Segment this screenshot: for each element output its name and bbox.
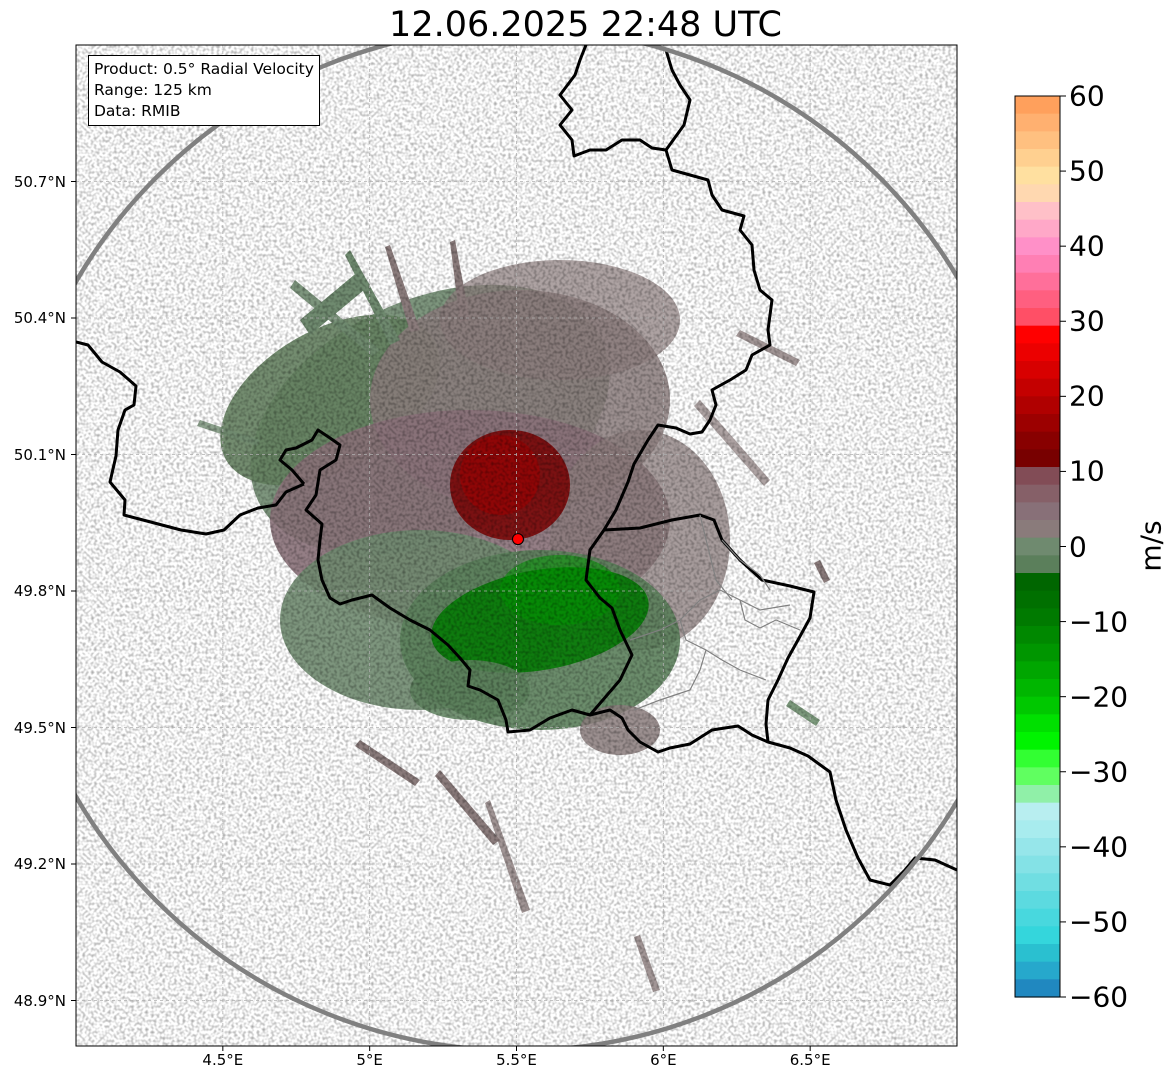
colorbar-tick-label: 20 xyxy=(1069,379,1105,413)
colorbar-segment xyxy=(1015,149,1060,168)
lat-tick-label: 49.2°N xyxy=(13,855,66,873)
colorbar-segment xyxy=(1015,449,1060,468)
colorbar-segment xyxy=(1015,131,1060,150)
colorbar-segment xyxy=(1015,608,1060,627)
colorbar-segment xyxy=(1015,520,1060,539)
colorbar-segment xyxy=(1015,573,1060,592)
colorbar-tick-marks xyxy=(1060,95,1066,998)
lat-tick-label: 49.8°N xyxy=(13,582,66,600)
colorbar-segment xyxy=(1015,502,1060,521)
map-gridlines xyxy=(76,45,957,1046)
colorbar-tick-label: 40 xyxy=(1069,229,1105,263)
info-range: Range: 125 km xyxy=(94,81,212,99)
colorbar-segment xyxy=(1015,661,1060,680)
lat-tick-label: 50.4°N xyxy=(13,309,66,327)
colorbar-tick-label: −40 xyxy=(1069,830,1129,864)
colorbar-segment xyxy=(1015,696,1060,715)
colorbar-tick-label: 50 xyxy=(1069,154,1105,188)
border-germany-east xyxy=(603,513,816,743)
colorbar-segment xyxy=(1015,219,1060,238)
lat-tick-label: 50.1°N xyxy=(13,445,66,464)
colorbar-segment xyxy=(1015,467,1060,486)
colorbar-segment xyxy=(1015,785,1060,804)
colorbar-segment xyxy=(1015,290,1060,309)
colorbar-segment xyxy=(1015,926,1060,945)
info-source: Data: RMIB xyxy=(94,102,181,120)
colorbar-segment xyxy=(1015,184,1060,203)
colorbar-segment xyxy=(1015,767,1060,786)
colorbar-unit-label: m/s xyxy=(1134,520,1168,572)
colorbar-segment xyxy=(1015,679,1060,698)
colorbar-segment xyxy=(1015,802,1060,821)
colorbar-segment xyxy=(1015,891,1060,910)
info-product: Product: 0.5° Radial Velocity xyxy=(94,60,314,78)
lon-tick-marks xyxy=(222,1046,811,1051)
colorbar-segment xyxy=(1015,714,1060,733)
border-belgium-france xyxy=(76,340,305,536)
admin-borders xyxy=(629,514,801,711)
border-belgium-france-2 xyxy=(278,428,957,887)
colorbar-segment xyxy=(1015,96,1060,115)
lon-tick-label: 5.5°E xyxy=(496,1051,537,1069)
colorbar-segment xyxy=(1015,378,1060,397)
colorbar-segment xyxy=(1015,626,1060,645)
colorbar-tick-label: 30 xyxy=(1069,304,1105,338)
colorbar-segment xyxy=(1015,272,1060,291)
colorbar-segment xyxy=(1015,555,1060,574)
colorbar-segment xyxy=(1015,749,1060,768)
lat-tick-marks xyxy=(71,181,76,1001)
colorbar-segment xyxy=(1015,590,1060,609)
colorbar-tick-label: −10 xyxy=(1069,605,1129,639)
lon-tick-label: 6°E xyxy=(650,1051,677,1069)
colorbar-segment xyxy=(1015,838,1060,857)
colorbar-segment xyxy=(1015,961,1060,980)
colorbar-segment xyxy=(1015,537,1060,556)
colorbar-segment xyxy=(1015,255,1060,274)
colorbar-segment xyxy=(1015,414,1060,433)
border-luxembourg xyxy=(584,49,774,716)
lon-tick-label: 5°E xyxy=(356,1051,383,1069)
colorbar-tick-label: −20 xyxy=(1069,680,1129,714)
colorbar-segment xyxy=(1015,431,1060,450)
colorbar-segment xyxy=(1015,908,1060,927)
colorbar-tick-label: −30 xyxy=(1069,755,1129,789)
colorbar-segment xyxy=(1015,979,1060,998)
colorbar-segment xyxy=(1015,202,1060,221)
colorbar-tick-label: 0 xyxy=(1069,530,1087,563)
colorbar-segment xyxy=(1015,237,1060,256)
colorbar-segment xyxy=(1015,166,1060,185)
lon-tick-label: 6.5°E xyxy=(789,1051,831,1069)
colorbar-segment xyxy=(1015,308,1060,327)
lat-tick-label: 49.5°N xyxy=(13,718,66,737)
colorbar-segment xyxy=(1015,944,1060,963)
lat-tick-label: 48.9°N xyxy=(13,991,66,1010)
border-netherlands xyxy=(558,45,667,158)
country-borders xyxy=(76,45,957,887)
colorbar-segment xyxy=(1015,325,1060,344)
colorbar-segment xyxy=(1015,732,1060,751)
map-title: 12.06.2025 22:48 UTC xyxy=(389,5,782,45)
colorbar-tick-label: 60 xyxy=(1069,79,1105,113)
colorbar xyxy=(1015,96,1060,998)
info-box: Product: 0.5° Radial Velocity Range: 125… xyxy=(88,55,320,126)
colorbar-segment xyxy=(1015,396,1060,415)
colorbar-segment xyxy=(1015,113,1060,132)
lat-tick-label: 50.7°N xyxy=(13,172,66,191)
colorbar-segment xyxy=(1015,484,1060,503)
colorbar-tick-label: −60 xyxy=(1069,980,1129,1014)
colorbar-tick-label: −50 xyxy=(1069,905,1129,939)
lon-tick-label: 4.5°E xyxy=(202,1051,244,1069)
colorbar-segment xyxy=(1015,820,1060,839)
colorbar-segment xyxy=(1015,855,1060,874)
colorbar-segment xyxy=(1015,873,1060,892)
colorbar-segment xyxy=(1015,643,1060,662)
colorbar-segment xyxy=(1015,361,1060,380)
colorbar-segment xyxy=(1015,343,1060,362)
radar-site-marker xyxy=(511,533,524,546)
colorbar-tick-label: 10 xyxy=(1069,454,1105,488)
